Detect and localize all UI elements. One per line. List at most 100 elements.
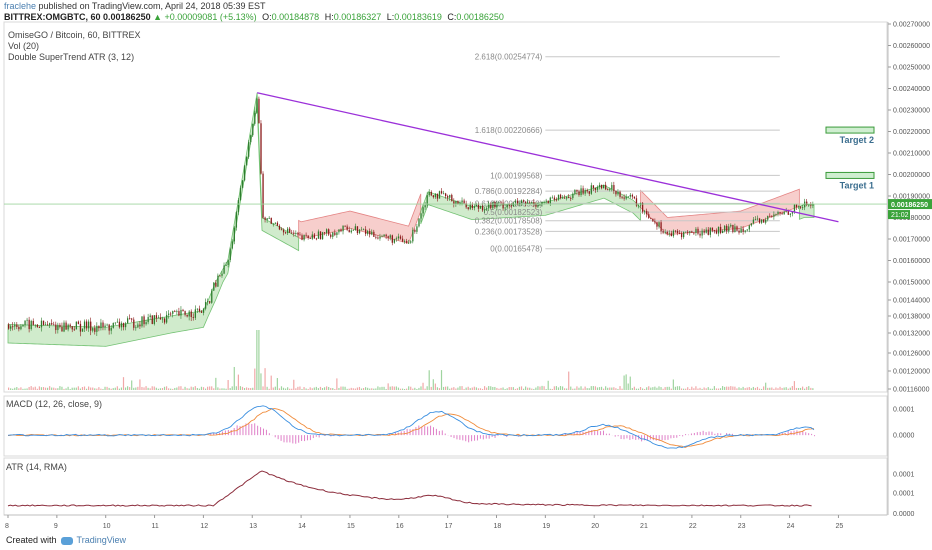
volume-bar <box>791 386 793 390</box>
author-link[interactable]: fraclehe <box>4 1 37 11</box>
candle-body <box>264 217 266 220</box>
candle-body <box>172 311 174 314</box>
candle-body <box>420 213 422 219</box>
candle-body <box>147 317 149 323</box>
footer-brand[interactable]: TradingView <box>76 535 127 545</box>
volume-bar <box>114 387 116 390</box>
candle-body <box>112 323 114 328</box>
candle-body <box>387 236 389 238</box>
candle-body <box>209 301 211 303</box>
macd-hist-bar <box>476 435 478 441</box>
candle-body <box>613 185 615 191</box>
volume-bar <box>724 386 726 390</box>
candle-body <box>170 313 172 315</box>
macd-hist-bar <box>641 435 643 442</box>
volume-bar <box>592 386 594 390</box>
volume-bar <box>170 388 172 390</box>
volume-bar <box>664 387 666 390</box>
volume-bar <box>188 388 190 390</box>
volume-bar <box>502 387 504 390</box>
candle-body <box>284 232 287 234</box>
candle-body <box>20 326 22 330</box>
candle-body <box>769 215 771 217</box>
candle-body <box>789 213 791 215</box>
volume-bar <box>533 388 535 390</box>
candle-body <box>323 232 326 234</box>
volume-bar <box>750 388 752 390</box>
volume-bar <box>447 386 449 390</box>
macd-hist-bar <box>230 430 232 436</box>
candle-body <box>683 232 685 238</box>
candle-body <box>787 210 789 215</box>
macd-axis-label: 0.0000 <box>893 433 915 440</box>
candle-body <box>379 236 381 239</box>
price-axis-label: 0.00120000 <box>893 369 930 376</box>
time-axis-label: 13 <box>249 523 257 530</box>
candle-body <box>42 320 45 326</box>
candle-body <box>211 290 213 303</box>
candle-body <box>408 242 410 244</box>
supertrend-band-4 <box>640 188 800 236</box>
candle-body <box>178 311 180 316</box>
volume-bar <box>564 388 566 390</box>
candle-body <box>303 234 305 240</box>
symbol-line: BITTREX:OMGBTC, 60 0.00186250 ▲ +0.00009… <box>4 12 504 22</box>
candle-body <box>124 323 127 328</box>
volume-bar <box>217 387 219 390</box>
candle-body <box>227 259 229 265</box>
volume-bar <box>605 386 607 390</box>
candle-body <box>477 204 480 209</box>
candle-body <box>262 173 264 218</box>
candle-body <box>65 322 67 330</box>
fib-label: 0.786(0.00192284) <box>475 187 543 196</box>
volume-bar <box>477 388 480 390</box>
candle-body <box>732 224 734 232</box>
macd-hist-bar <box>685 434 687 436</box>
candle-body <box>553 197 556 200</box>
candle-body <box>674 230 677 232</box>
candle-body <box>8 324 10 329</box>
candle-body <box>508 204 510 206</box>
candle-body <box>135 327 137 329</box>
volume-bar <box>518 386 521 390</box>
volume-bar <box>280 386 283 390</box>
candle-body <box>779 211 781 214</box>
volume-bar <box>332 388 334 390</box>
candle-body <box>315 238 318 240</box>
candle-body <box>192 317 194 318</box>
target-label-2: Target 1 <box>840 180 874 190</box>
macd-hist-bar <box>280 435 282 441</box>
candle-body <box>289 228 291 233</box>
volume-bar <box>516 388 519 390</box>
volume-bar <box>703 387 705 390</box>
volume-bar <box>75 387 77 390</box>
candle-body <box>691 231 693 233</box>
macd-hist-bar <box>731 433 733 436</box>
volume-bar <box>149 388 151 390</box>
candle-body <box>79 323 82 332</box>
open-value: 0.00184878 <box>271 12 320 22</box>
candle-body <box>580 188 582 196</box>
macd-hist-bar <box>623 435 625 440</box>
volume-bar <box>122 377 125 390</box>
volume-bar <box>282 387 285 390</box>
candle-body <box>207 301 209 303</box>
volume-bar <box>266 386 268 390</box>
candle-body <box>635 198 638 206</box>
candle-body <box>457 200 459 205</box>
macd-hist-bar <box>242 425 244 436</box>
volume-bar <box>90 387 92 390</box>
candle-body <box>73 329 75 331</box>
volume-bar <box>213 388 215 390</box>
volume-bar <box>28 386 30 390</box>
volume-bar <box>77 386 79 390</box>
volume-bar <box>539 386 541 390</box>
volume-bar <box>44 387 47 390</box>
volume-bar <box>436 387 439 390</box>
candle-body <box>149 315 151 318</box>
candle-body <box>360 229 363 231</box>
candle-body <box>582 188 584 194</box>
price-axis-label: 0.00180000 <box>893 215 930 222</box>
candle-body <box>483 209 486 211</box>
